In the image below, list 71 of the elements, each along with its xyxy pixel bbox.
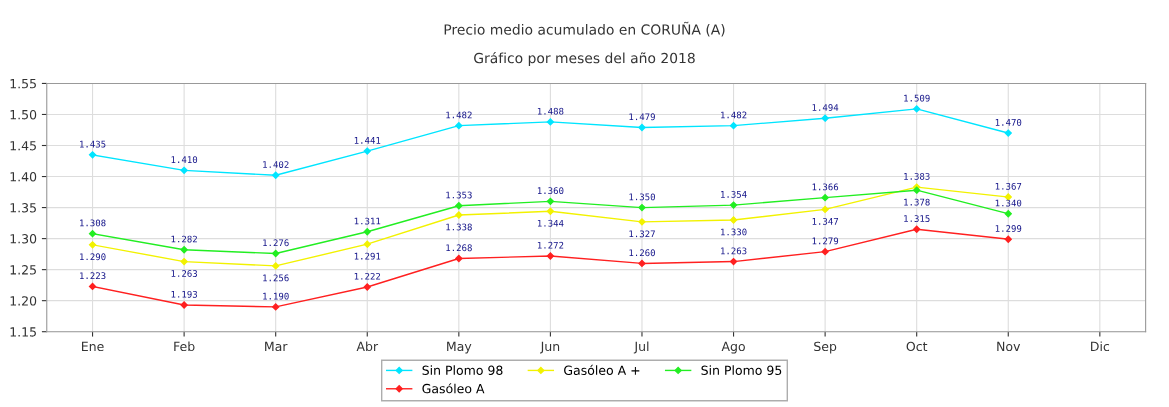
data-label: 1.482 [446,111,472,119]
data-label: 1.222 [354,272,381,280]
data-label: 1.291 [354,252,381,260]
x-tick-label: Dic [1091,341,1110,352]
data-label: 1.360 [537,187,564,195]
data-label: 1.347 [812,217,839,225]
y-tick-label: 1.50 [10,109,37,120]
y-tick-label: 1.40 [10,172,37,182]
data-label: 1.268 [446,244,472,252]
data-label: 1.435 [80,140,106,148]
x-tick-label: Mar [265,341,288,352]
x-tick-label: Feb [174,341,195,352]
data-label: 1.344 [537,219,564,227]
x-tick-label: Ago [721,341,745,354]
legend-label: Gasóleo A [422,383,485,394]
data-label: 1.327 [629,230,655,238]
data-label: 1.470 [995,118,1022,126]
data-label: 1.315 [904,215,930,222]
data-label: 1.223 [80,272,106,280]
data-label: 1.190 [263,292,289,300]
x-tick-label: Sep [814,341,837,354]
y-tick-label: 1.45 [10,141,36,151]
data-label: 1.353 [446,191,472,199]
data-label: 1.308 [80,219,106,227]
data-label: 1.263 [721,247,747,255]
x-tick-label: May [447,341,472,354]
data-label: 1.410 [171,156,198,164]
data-label: 1.378 [904,198,930,206]
chart-subtitle: Gráfico por meses del año 2018 [474,51,695,66]
data-label: 1.350 [629,193,655,201]
data-label: 1.311 [354,217,381,225]
x-tick-label: Nov [997,341,1021,352]
data-label: 1.260 [629,249,655,257]
data-label: 1.441 [354,137,381,144]
legend-label: Sin Plomo 98 [422,365,503,375]
data-label: 1.367 [995,182,1022,190]
legend-label: Gasóleo A + [564,364,640,375]
data-label: 1.256 [263,274,289,282]
data-label: 1.282 [171,235,197,243]
data-label: 1.366 [812,183,839,191]
data-label: 1.290 [80,253,106,261]
x-tick-label: Ene [82,341,104,352]
data-label: 1.479 [629,113,655,121]
y-tick-label: 1.25 [10,265,36,275]
x-tick-label: Abr [356,341,379,352]
y-tick-label: 1.35 [10,203,36,213]
data-label: 1.340 [995,199,1022,207]
y-tick-label: 1.30 [10,234,37,244]
data-label: 1.279 [812,237,839,245]
data-label: 1.276 [263,239,289,247]
legend-label: Sin Plomo 95 [701,365,782,375]
y-tick-label: 1.20 [10,296,37,306]
data-label: 1.338 [446,223,472,231]
data-label: 1.193 [171,290,198,298]
y-tick-label: 1.55 [10,79,36,89]
data-label: 1.354 [721,190,747,198]
x-tick-label: Oct [906,341,928,352]
chart-title: Precio medio acumulado en CORUÑA (A) [444,21,725,37]
data-label: 1.383 [904,172,930,180]
data-label: 1.402 [263,161,289,168]
data-label: 1.509 [904,94,930,102]
data-label: 1.330 [721,228,747,236]
y-tick-label: 1.15 [10,327,36,337]
data-label: 1.272 [537,241,564,249]
data-label: 1.494 [812,104,839,111]
x-tick-label: Jun [539,341,560,354]
data-label: 1.299 [995,225,1022,232]
x-tick-label: Jul [633,341,649,354]
data-label: 1.488 [537,107,564,115]
data-label: 1.482 [721,111,747,119]
data-label: 1.263 [171,270,198,277]
